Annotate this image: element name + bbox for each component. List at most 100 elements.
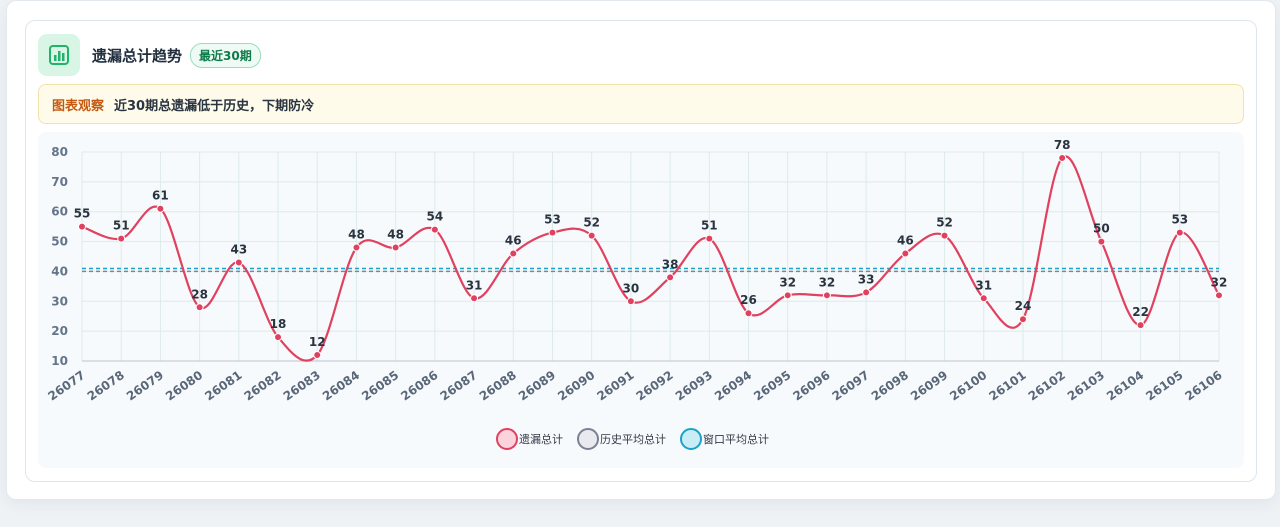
x-tick-label: 26077 bbox=[45, 368, 87, 403]
data-label: 31 bbox=[975, 278, 992, 292]
data-label: 46 bbox=[897, 234, 914, 248]
data-label: 51 bbox=[701, 219, 718, 233]
y-tick-label: 80 bbox=[51, 145, 68, 159]
legend-swatch bbox=[496, 428, 518, 450]
x-tick-label: 26082 bbox=[242, 368, 284, 403]
y-tick-label: 40 bbox=[51, 264, 68, 278]
y-tick-label: 60 bbox=[51, 205, 68, 219]
data-label: 55 bbox=[74, 207, 91, 221]
data-label: 28 bbox=[191, 287, 208, 301]
data-point bbox=[822, 291, 831, 300]
x-tick-label: 26085 bbox=[359, 368, 401, 403]
data-point bbox=[1018, 315, 1027, 324]
data-point bbox=[470, 294, 479, 303]
y-tick-label: 30 bbox=[51, 294, 68, 308]
legend-label: 窗口平均总计 bbox=[703, 432, 769, 446]
data-point bbox=[352, 243, 361, 252]
series-line-遗漏总计 bbox=[81, 155, 1220, 362]
data-label: 52 bbox=[936, 216, 953, 230]
data-point bbox=[862, 288, 871, 297]
x-tick-label: 26104 bbox=[1104, 368, 1146, 403]
x-tick-label: 26094 bbox=[712, 368, 754, 403]
x-tick-label: 26101 bbox=[986, 368, 1028, 403]
data-point bbox=[195, 303, 204, 312]
y-tick-label: 10 bbox=[51, 354, 68, 368]
legend-label: 历史平均总计 bbox=[600, 432, 666, 446]
y-tick-label: 50 bbox=[51, 235, 68, 249]
data-point bbox=[548, 228, 557, 237]
data-label: 12 bbox=[309, 335, 326, 349]
x-tick-label: 26106 bbox=[1182, 368, 1224, 403]
data-point bbox=[626, 297, 635, 306]
data-label: 32 bbox=[819, 275, 836, 289]
x-tick-label: 26092 bbox=[634, 368, 676, 403]
x-tick-label: 26105 bbox=[1143, 368, 1185, 403]
data-label: 48 bbox=[387, 228, 404, 242]
x-tick-label: 26081 bbox=[202, 368, 244, 403]
data-label: 32 bbox=[1211, 275, 1228, 289]
data-point bbox=[744, 309, 753, 318]
card-header: 遗漏总计趋势 最近30期 bbox=[38, 33, 261, 77]
x-tick-label: 26084 bbox=[320, 368, 362, 403]
data-point bbox=[430, 225, 439, 234]
data-label: 52 bbox=[583, 216, 600, 230]
notice-text: 近30期总遗漏低于历史，下期防冷 bbox=[114, 98, 315, 114]
data-label: 78 bbox=[1054, 138, 1071, 152]
x-tick-label: 26087 bbox=[438, 368, 480, 403]
x-tick-label: 26097 bbox=[830, 368, 872, 403]
data-point bbox=[1058, 153, 1067, 162]
trend-card: 遗漏总计趋势 最近30期 图表观察 近30期总遗漏低于历史，下期防冷 10 20 3… bbox=[25, 20, 1257, 482]
bar-chart-icon bbox=[38, 34, 80, 76]
x-tick-label: 26088 bbox=[477, 368, 519, 403]
page-container: 遗漏总计趋势 最近30期 图表观察 近30期总遗漏低于历史，下期防冷 10 20 3… bbox=[6, 0, 1276, 500]
x-tick-label: 26093 bbox=[673, 368, 715, 403]
data-point bbox=[1175, 228, 1184, 237]
data-label: 46 bbox=[505, 234, 522, 248]
data-point bbox=[391, 243, 400, 252]
x-tick-label: 26080 bbox=[163, 368, 205, 403]
data-label: 26 bbox=[740, 293, 757, 307]
y-tick-label: 70 bbox=[51, 175, 68, 189]
data-label: 38 bbox=[662, 257, 679, 271]
data-label: 53 bbox=[544, 213, 561, 227]
data-label: 22 bbox=[1132, 305, 1149, 319]
data-label: 48 bbox=[348, 228, 365, 242]
x-tick-label: 26096 bbox=[790, 368, 832, 403]
x-tick-label: 26100 bbox=[947, 368, 989, 403]
data-label: 54 bbox=[427, 210, 444, 224]
x-tick-label: 26102 bbox=[1026, 368, 1068, 403]
data-point bbox=[705, 234, 714, 243]
data-point bbox=[587, 231, 596, 240]
data-point bbox=[940, 231, 949, 240]
observation-notice: 图表观察 近30期总遗漏低于历史，下期防冷 bbox=[38, 84, 1244, 124]
line-chart: 1020304050607080260772607826079260802608… bbox=[45, 138, 1228, 450]
data-point bbox=[1136, 321, 1145, 330]
data-point bbox=[1097, 237, 1106, 246]
data-label: 18 bbox=[270, 317, 287, 331]
data-point bbox=[1215, 291, 1223, 300]
data-label: 33 bbox=[858, 272, 875, 286]
data-point bbox=[117, 234, 126, 243]
x-tick-label: 26091 bbox=[594, 368, 636, 403]
data-point bbox=[156, 204, 165, 213]
data-label: 32 bbox=[779, 275, 796, 289]
data-label: 31 bbox=[466, 278, 483, 292]
data-label: 51 bbox=[113, 219, 130, 233]
x-tick-label: 26079 bbox=[124, 368, 166, 403]
data-point bbox=[666, 273, 675, 282]
x-tick-label: 26078 bbox=[85, 368, 127, 403]
data-label: 30 bbox=[623, 281, 640, 295]
period-badge[interactable]: 最近30期 bbox=[190, 42, 261, 68]
data-label: 61 bbox=[152, 189, 169, 203]
x-tick-label: 26095 bbox=[751, 368, 793, 403]
x-tick-label: 26098 bbox=[869, 368, 911, 403]
legend-swatch bbox=[680, 428, 702, 450]
data-label: 50 bbox=[1093, 222, 1110, 236]
data-label: 24 bbox=[1015, 299, 1032, 313]
x-tick-label: 26103 bbox=[1065, 368, 1107, 403]
x-tick-label: 26089 bbox=[516, 368, 558, 403]
notice-label: 图表观察 bbox=[52, 98, 105, 114]
data-point bbox=[979, 294, 988, 303]
card-title: 遗漏总计趋势 bbox=[92, 46, 183, 65]
y-tick-label: 20 bbox=[51, 324, 68, 338]
